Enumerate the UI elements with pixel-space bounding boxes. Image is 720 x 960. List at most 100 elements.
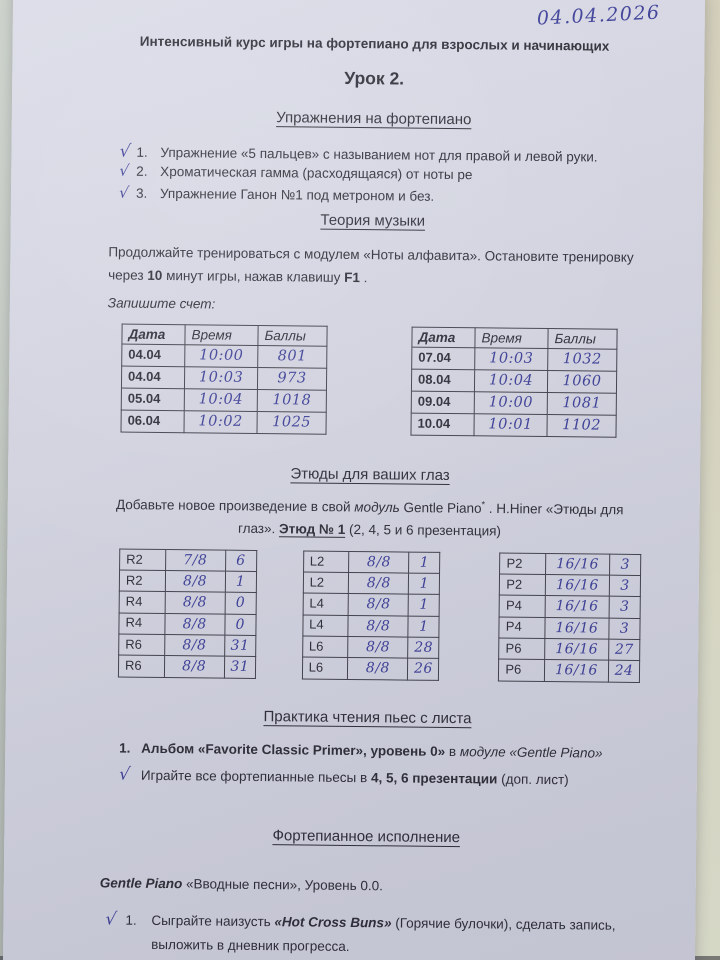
cell-label: R2 xyxy=(119,548,166,571)
cell-value-handwritten: 0 xyxy=(224,613,256,636)
cell-fraction-handwritten: 8/8 xyxy=(164,591,226,614)
cell-date: 05.04 xyxy=(121,388,185,411)
table-row: P6 16/16 27 xyxy=(498,638,640,661)
sight-reading-item: √ Играйте все фортепианные пьесы в 4, 5,… xyxy=(117,763,639,792)
table-row: R2 8/8 1 xyxy=(119,570,257,593)
cell-label: P4 xyxy=(499,616,545,639)
item-text-line2: выложить в дневник прогресса. xyxy=(151,936,350,954)
table-row: 05.04 10:04 1018 xyxy=(121,388,327,413)
check-icon: √ xyxy=(117,183,131,202)
table-row: L6 8/8 28 xyxy=(302,636,440,659)
cell-label: L4 xyxy=(302,593,349,616)
theory-paragraph: Продолжайте тренироваться с модулем «Нот… xyxy=(108,242,644,294)
score-tables: Дата Время Баллы 04.04 10:00 801 04.04 1… xyxy=(120,323,643,438)
cell-label: R2 xyxy=(119,570,166,592)
cell-fraction-handwritten: 8/8 xyxy=(348,615,409,638)
table-row: R6 8/8 31 xyxy=(118,655,256,679)
table-row: P2 16/16 3 xyxy=(499,552,641,576)
cell-date: 09.04 xyxy=(411,391,475,414)
cell-value-handwritten: 24 xyxy=(608,660,640,683)
section-heading-sight-reading: Практика чтения пьес с листа xyxy=(263,707,472,727)
cell-fraction-handwritten: 8/8 xyxy=(347,636,409,659)
col-header-date: Дата xyxy=(411,326,476,348)
sheet-content: 04.04.2026 Интенсивный курс игры на форт… xyxy=(3,0,705,960)
table-row: P4 16/16 3 xyxy=(499,595,641,619)
table-row: L4 8/8 1 xyxy=(302,593,440,617)
etude-table-right-hand: R2 7/8 6 R2 8/8 1 R4 8/8 0 R4 xyxy=(118,548,257,679)
section-heading-performance: Фортепианное исполнение xyxy=(272,827,461,847)
table-row: P4 16/16 3 xyxy=(499,616,641,640)
table-row: 06.04 10:02 1025 xyxy=(120,410,327,435)
cell-label: R4 xyxy=(118,612,165,635)
col-header-date: Дата xyxy=(121,323,186,345)
cell-value-handwritten: 0 xyxy=(224,592,256,615)
cell-label: P2 xyxy=(499,552,546,575)
col-header-score: Баллы xyxy=(257,324,328,347)
course-title: Интенсивный курс игры на фортепиано для … xyxy=(139,33,610,54)
section-heading-theory: Теория музыки xyxy=(320,211,426,230)
lesson-title: Урок 2. xyxy=(344,67,405,89)
cell-date: 04.04 xyxy=(121,344,185,367)
sight-reading-list: 1. Альбом «Favorite Classic Primer», уро… xyxy=(117,739,639,792)
item-number: 2. xyxy=(136,163,148,180)
col-header-score: Баллы xyxy=(547,328,618,350)
col-header-time: Время xyxy=(184,324,259,346)
cell-value-handwritten: 3 xyxy=(609,596,641,619)
etude-table-left-hand: L2 8/8 1 L2 8/8 1 L4 8/8 1 L4 xyxy=(302,550,441,681)
cell-time-handwritten: 10:04 xyxy=(184,388,258,412)
cell-label: R6 xyxy=(118,634,165,656)
cell-time-handwritten: 10:02 xyxy=(183,410,258,434)
cell-label: P4 xyxy=(499,595,546,618)
cell-value-handwritten: 31 xyxy=(224,656,256,679)
cell-time-handwritten: 10:04 xyxy=(474,369,548,393)
cell-score-handwritten: 973 xyxy=(257,367,327,391)
performance-intro: Gentle Piano «Вводные песни», Уровень 0.… xyxy=(99,875,384,894)
cell-value-handwritten: 1 xyxy=(408,573,440,595)
cell-label: P6 xyxy=(498,659,545,682)
table-header-row: Дата Время Баллы xyxy=(121,323,328,347)
cell-value-handwritten: 3 xyxy=(609,554,641,576)
cell-value-handwritten: 1 xyxy=(408,594,440,617)
cell-score-handwritten: 801 xyxy=(257,345,327,369)
cell-date: 08.04 xyxy=(411,369,475,392)
cell-date: 04.04 xyxy=(121,366,185,389)
item-text: Сыграйте наизусть «Hot Cross Buns» (Горя… xyxy=(151,911,616,960)
cell-time-handwritten: 10:00 xyxy=(184,344,258,368)
table-row: R4 8/8 0 xyxy=(118,612,256,636)
item-number: 1. xyxy=(125,912,137,928)
exercise-list: √ 1. Упражнение «5 пальцев» с называнием… xyxy=(117,139,646,209)
cell-value-handwritten: 6 xyxy=(225,550,257,572)
table-row: R6 8/8 31 xyxy=(118,634,256,657)
etudes-paragraph: Добавьте новое произведение в свой модул… xyxy=(97,494,641,546)
table-row: 07.04 10:03 1032 xyxy=(411,347,617,372)
score-label: Запишите счет: xyxy=(107,295,216,312)
table-row: 04.04 10:03 973 xyxy=(121,366,327,391)
cell-fraction-handwritten: 8/8 xyxy=(164,634,225,657)
table-row: 08.04 10:04 1060 xyxy=(411,369,617,394)
cell-label: L2 xyxy=(303,550,349,573)
cell-fraction-handwritten: 16/16 xyxy=(545,553,610,576)
cell-label: L6 xyxy=(302,636,349,658)
cell-fraction-handwritten: 16/16 xyxy=(544,617,610,640)
section-heading-exercises: Упражнения на фортепиано xyxy=(276,109,472,129)
item-number: 1. xyxy=(136,144,148,160)
cell-value-handwritten: 3 xyxy=(609,617,641,640)
cell-score-handwritten: 1025 xyxy=(256,411,327,435)
cell-value-handwritten: 28 xyxy=(408,637,440,659)
cell-fraction-handwritten: 7/8 xyxy=(165,549,226,572)
cell-value-handwritten: 1 xyxy=(408,551,441,574)
table-row: R4 8/8 0 xyxy=(119,591,256,615)
table-row: L6 8/8 26 xyxy=(302,657,439,681)
cell-time-handwritten: 10:00 xyxy=(474,391,548,415)
cell-fraction-handwritten: 16/16 xyxy=(544,659,609,682)
cell-time-handwritten: 10:01 xyxy=(473,413,548,437)
handwritten-date: 04.04.2026 xyxy=(536,1,662,30)
score-table-right: Дата Время Баллы 07.04 10:03 1032 08.04 … xyxy=(410,326,618,438)
check-icon: √ xyxy=(118,161,131,180)
cell-value-handwritten: 26 xyxy=(407,658,439,681)
cell-fraction-handwritten: 8/8 xyxy=(163,655,225,678)
cell-label: P2 xyxy=(499,574,546,596)
section-heading-etudes: Этюды для ваших глаз xyxy=(290,465,450,485)
check-icon: √ xyxy=(117,764,132,786)
